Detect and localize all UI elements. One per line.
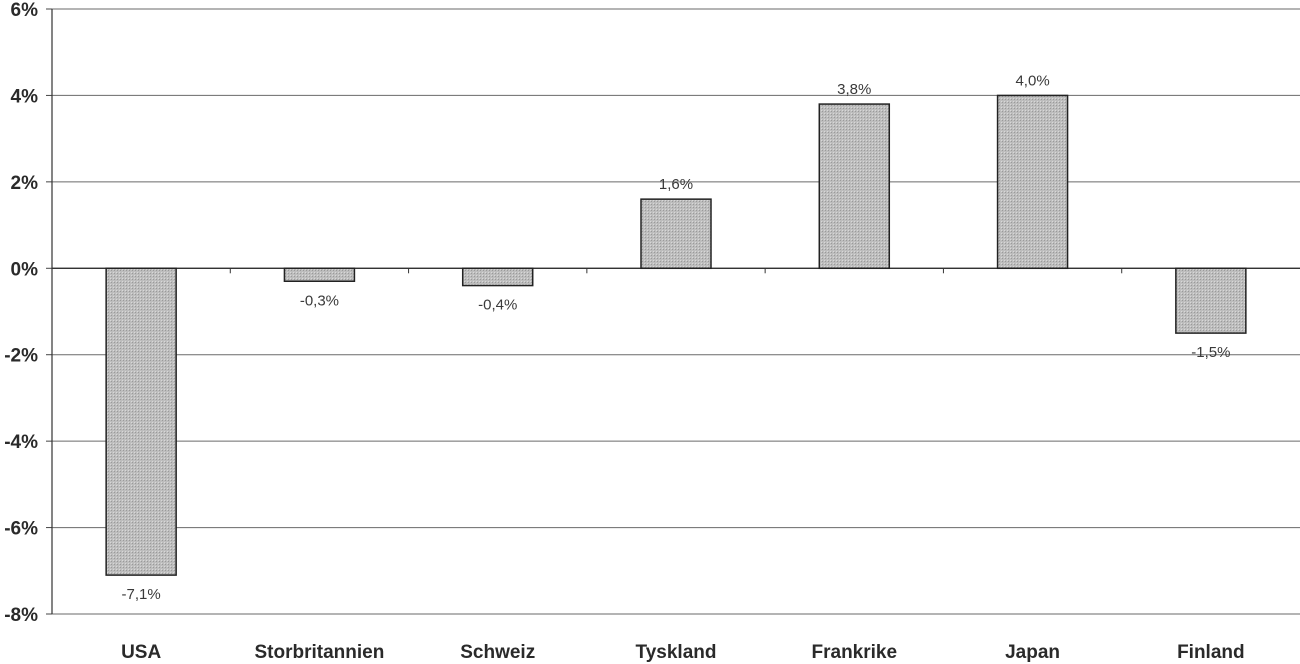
gridlines [46, 8, 1300, 615]
y-tick-labels: 6% 4% 2% 0% -2% -4% -6% -8% [4, 0, 38, 626]
data-label: 4,0% [1015, 72, 1049, 89]
x-tick-label: Storbritannien [255, 642, 385, 663]
data-label: -1,5% [1191, 344, 1230, 361]
bar-usa [105, 267, 177, 576]
y-tick-label: -4% [4, 432, 38, 453]
bar-tyskland [640, 198, 712, 270]
y-tick-label: 2% [11, 173, 39, 194]
y-tick-label: -8% [4, 605, 38, 626]
bar-frankrike [818, 103, 891, 270]
data-label: -0,4% [478, 297, 517, 314]
x-tick-label: Schweiz [460, 642, 535, 663]
x-tick-label: Frankrike [812, 642, 898, 663]
y-tick-label: 6% [11, 0, 39, 21]
data-label: 3,8% [837, 81, 871, 98]
bar-finland [1175, 267, 1247, 334]
bars [105, 94, 1247, 576]
x-tick-labels: USA Storbritannien Schweiz Tyskland Frankrik… [121, 642, 1245, 663]
bar-japan [996, 94, 1069, 270]
data-label: 1,6% [659, 176, 693, 193]
data-label: -0,3% [300, 292, 339, 309]
x-tick-label: Japan [1005, 642, 1060, 663]
y-tick-label: -2% [4, 346, 38, 367]
y-tick-label: -6% [4, 519, 38, 540]
y-tick-label: 0% [11, 259, 39, 280]
axes [51, 9, 1300, 614]
data-labels: -7,1% -0,3% -0,4% 1,6% 3,8% 4,0% -1,5% [122, 72, 1231, 603]
bar-schweiz [461, 267, 534, 287]
x-tick-label: Finland [1177, 642, 1245, 663]
x-tick-label: Tyskland [636, 642, 717, 663]
x-tick-label: USA [121, 642, 161, 663]
bar-storbritannien [283, 267, 356, 282]
data-label: -7,1% [122, 586, 161, 603]
y-tick-label: 4% [11, 86, 39, 107]
